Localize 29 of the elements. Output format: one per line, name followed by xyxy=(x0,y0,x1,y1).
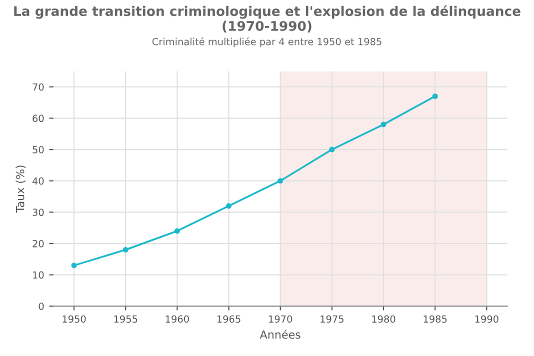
x-tick-label: 1970 xyxy=(269,315,292,323)
point xyxy=(122,246,128,253)
point xyxy=(174,228,180,234)
point xyxy=(329,146,335,152)
point xyxy=(278,178,284,184)
point xyxy=(226,203,232,209)
y-tick-label: 60 xyxy=(32,114,44,122)
y-tick-label: 30 xyxy=(32,208,44,216)
y-tick-label: 70 xyxy=(32,83,44,91)
y-axis-title: Taux (%) xyxy=(16,166,26,213)
x-tick-label: 1950 xyxy=(62,315,86,323)
x-tick-label: 1990 xyxy=(475,315,498,323)
chart-title: La grande transition criminologique et l'explosion de la délinquance (1970-1990) xyxy=(14,5,520,33)
y-tick-label: 10 xyxy=(33,271,44,279)
chart-subtitle: Criminalité multipliée par 4 entre 1950 et 1985 xyxy=(152,37,382,48)
point xyxy=(71,262,77,268)
x-tick-label: 1965 xyxy=(217,315,240,323)
x-tick-label: 1975 xyxy=(320,315,344,323)
y-tick-label: 0 xyxy=(38,302,44,310)
point xyxy=(380,122,386,128)
y-tick-label: 40 xyxy=(32,177,44,185)
x-tick-label: 1960 xyxy=(166,315,189,323)
x-tick-label: 1955 xyxy=(114,315,138,323)
y-tick-label: 50 xyxy=(32,146,44,154)
x-axis-title: Années xyxy=(260,330,300,339)
point xyxy=(432,93,438,100)
y-tick-label: 20 xyxy=(32,240,44,248)
x-tick-label: 1985 xyxy=(424,315,447,323)
x-tick-label: 1980 xyxy=(372,315,396,323)
